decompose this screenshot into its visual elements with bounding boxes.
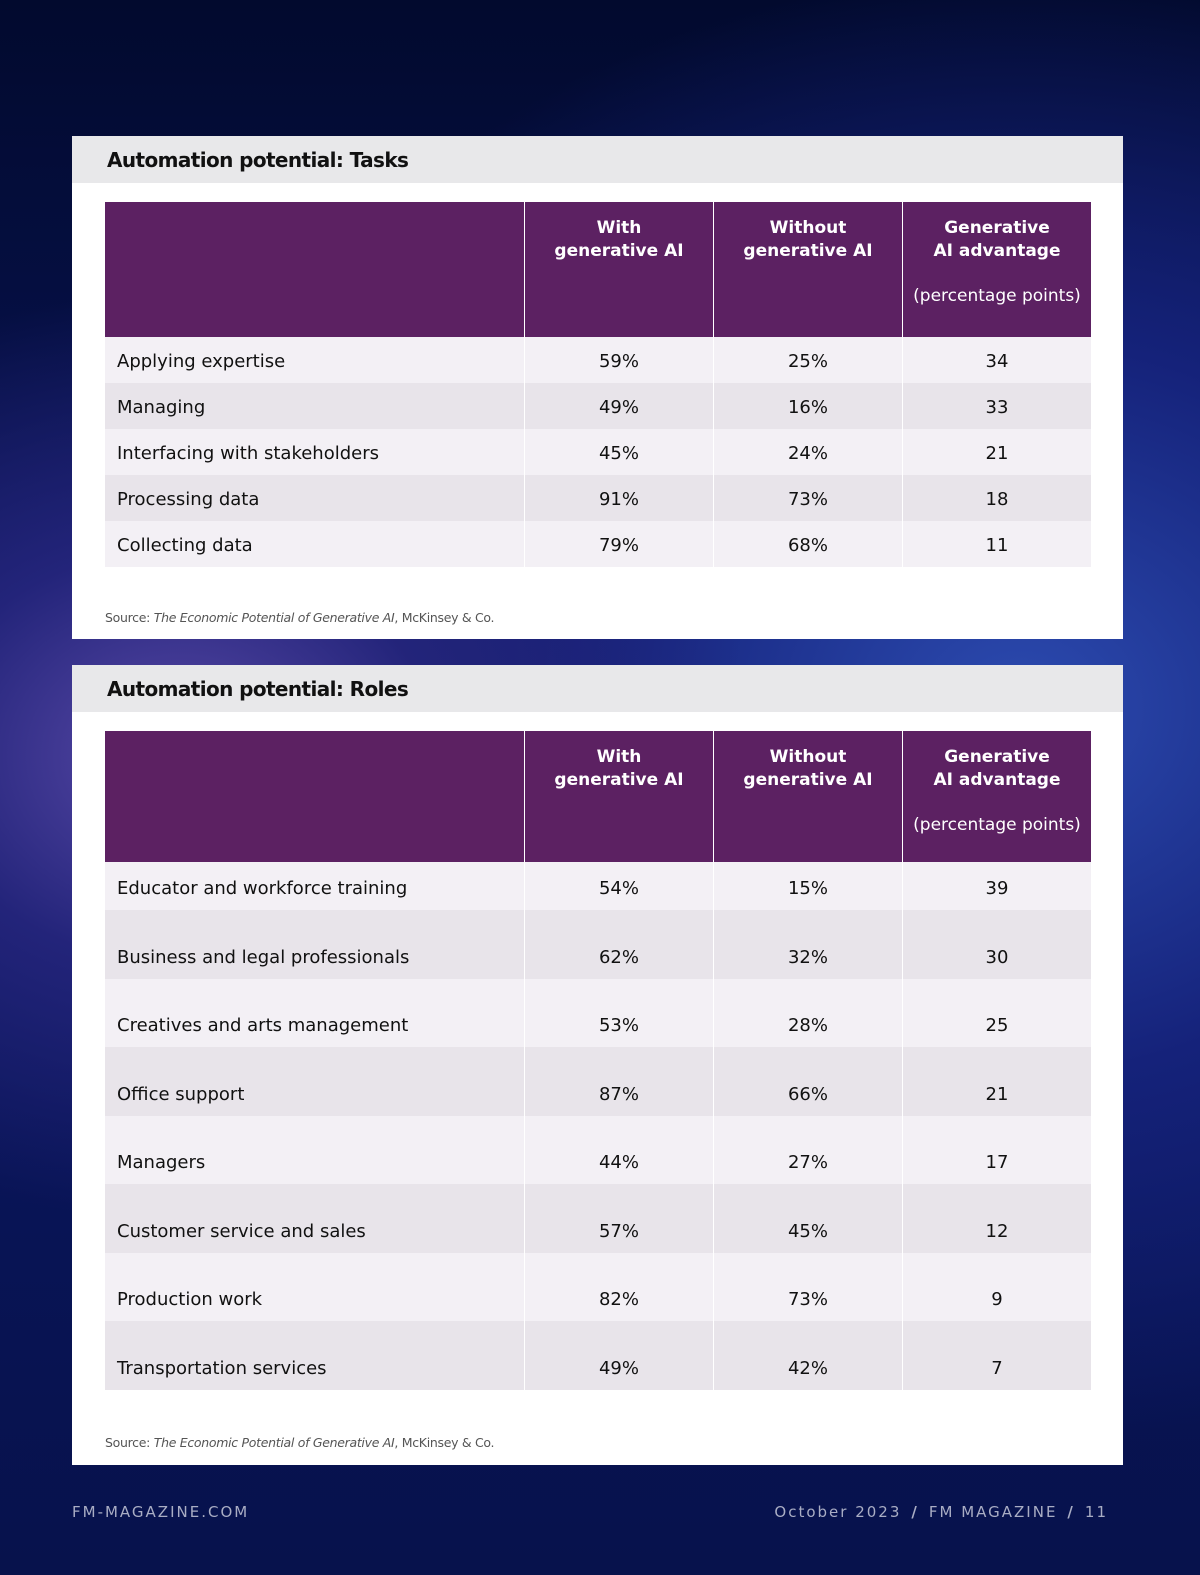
table-cell: 91%: [525, 475, 713, 521]
table-cell: 34: [903, 337, 1091, 383]
footer-separator: /: [911, 1503, 919, 1521]
table-cell: 68%: [714, 521, 902, 567]
table-panel: Automation potential: Roles With generativ…: [72, 665, 1123, 1465]
table-cell: 45%: [714, 1184, 902, 1253]
table-cell: Applying expertise: [105, 337, 524, 383]
table-cell: 25%: [714, 337, 902, 383]
header-line: Generative: [944, 218, 1050, 238]
table-cell: 54%: [525, 862, 713, 910]
table-cell: 49%: [525, 383, 713, 429]
table-title: Automation potential: Tasks: [72, 136, 1123, 183]
footer-right: October 2023 / FM MAGAZINE / 11: [774, 1503, 1108, 1521]
header-line: generative AI: [554, 241, 684, 261]
source-title: The Economic Potential of Generative AI: [153, 610, 395, 625]
table-cell: 45%: [525, 429, 713, 475]
table-cell: Creatives and arts management: [105, 978, 524, 1047]
table-cell: 49%: [525, 1321, 713, 1390]
table-cell: 73%: [714, 475, 902, 521]
table-cell: 18: [903, 475, 1091, 521]
table-cell: Managing: [105, 383, 524, 429]
table-cell: 21: [903, 429, 1091, 475]
header-line: AI advantage: [933, 241, 1061, 261]
header-cell: With generative AI: [525, 731, 713, 862]
footer-item: October 2023: [774, 1503, 902, 1521]
header-cell: [105, 202, 524, 337]
table: With generative AI Without generative AI Gen…: [105, 202, 1091, 567]
table-cell: Office support: [105, 1047, 524, 1116]
source: Source: The Economic Potential of Genera…: [105, 610, 495, 625]
table-cell: 62%: [525, 910, 713, 979]
header-line: Without: [769, 218, 847, 238]
header-note: (percentage points): [913, 286, 1081, 306]
header-cell: Generative AI advantage (percentage points…: [903, 731, 1091, 862]
table-cell: 42%: [714, 1321, 902, 1390]
header-cell: Generative AI advantage (percentage points…: [903, 202, 1091, 337]
table-cell: Managers: [105, 1115, 524, 1184]
table-cell: 87%: [525, 1047, 713, 1116]
header-cell: [105, 731, 524, 862]
header-line: With: [596, 747, 642, 767]
table-title: Automation potential: Roles: [72, 665, 1123, 712]
table-cell: 57%: [525, 1184, 713, 1253]
table-cell: 12: [903, 1184, 1091, 1253]
table-cell: Business and legal professionals: [105, 910, 524, 979]
table-cell: 11: [903, 521, 1091, 567]
header-line: Generative: [944, 747, 1050, 767]
table-cell: 82%: [525, 1252, 713, 1321]
table-cell: 21: [903, 1047, 1091, 1116]
source: Source: The Economic Potential of Genera…: [105, 1435, 495, 1450]
table-cell: 32%: [714, 910, 902, 979]
table-cell: 16%: [714, 383, 902, 429]
table-cell: 24%: [714, 429, 902, 475]
footer-separator: /: [1067, 1503, 1075, 1521]
table-cell: Educator and workforce training: [105, 862, 524, 910]
header-line: generative AI: [743, 770, 873, 790]
table-cell: 9: [903, 1252, 1091, 1321]
table-cell: 73%: [714, 1252, 902, 1321]
source-suffix: , McKinsey & Co.: [394, 610, 495, 625]
table-cell: 25: [903, 978, 1091, 1047]
table-cell: 33: [903, 383, 1091, 429]
table: With generative AI Without generative AI Gen…: [105, 731, 1091, 1390]
source-prefix: Source:: [105, 610, 151, 625]
header-cell: Without generative AI: [714, 202, 902, 337]
table-cell: 79%: [525, 521, 713, 567]
source-prefix: Source:: [105, 1435, 151, 1450]
table-cell: 30: [903, 910, 1091, 979]
table-cell: 59%: [525, 337, 713, 383]
table-cell: 53%: [525, 978, 713, 1047]
footer-item: FM MAGAZINE: [928, 1503, 1058, 1521]
footer-left: FM-MAGAZINE.COM: [72, 1503, 250, 1521]
header-line: AI advantage: [933, 770, 1061, 790]
table-cell: 7: [903, 1321, 1091, 1390]
table-cell: Production work: [105, 1252, 524, 1321]
table-cell: 27%: [714, 1115, 902, 1184]
table-cell: Transportation services: [105, 1321, 524, 1390]
source-suffix: , McKinsey & Co.: [394, 1435, 495, 1450]
table-cell: 28%: [714, 978, 902, 1047]
header-cell: Without generative AI: [714, 731, 902, 862]
table-cell: 66%: [714, 1047, 902, 1116]
table-cell: Processing data: [105, 475, 524, 521]
table-cell: 39: [903, 862, 1091, 910]
table-cell: Interfacing with stakeholders: [105, 429, 524, 475]
header-note: (percentage points): [913, 815, 1081, 835]
table-cell: 17: [903, 1115, 1091, 1184]
table-cell: 15%: [714, 862, 902, 910]
header-line: With: [596, 218, 642, 238]
table-cell: 44%: [525, 1115, 713, 1184]
table-cell: Customer service and sales: [105, 1184, 524, 1253]
footer-item: 11: [1084, 1503, 1108, 1521]
source-title: The Economic Potential of Generative AI: [153, 1435, 395, 1450]
table-cell: Collecting data: [105, 521, 524, 567]
header-line: Without: [769, 747, 847, 767]
header-cell: With generative AI: [525, 202, 713, 337]
table-panel: Automation potential: Tasks With generativ…: [72, 136, 1123, 639]
header-line: generative AI: [743, 241, 873, 261]
header-line: generative AI: [554, 770, 684, 790]
